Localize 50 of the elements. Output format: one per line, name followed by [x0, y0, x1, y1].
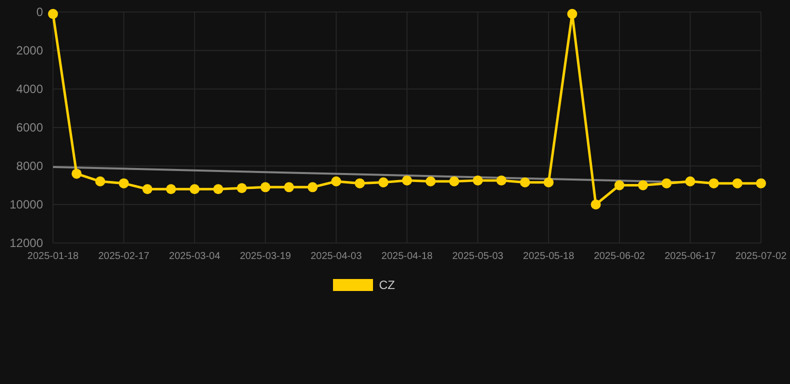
- point: [284, 182, 294, 192]
- x-tick-label: 2025-07-02: [735, 251, 788, 262]
- point: [142, 184, 152, 194]
- point: [685, 176, 696, 186]
- point: [756, 178, 766, 188]
- point: [331, 176, 342, 186]
- point: [544, 177, 554, 188]
- x-tick-label: 2025-05-03: [452, 251, 504, 262]
- x-tick-label: 2025-01-18: [27, 251, 80, 262]
- point: [638, 180, 648, 190]
- point: [567, 8, 578, 19]
- y-tick-label: 8000: [16, 159, 44, 174]
- point: [732, 178, 742, 188]
- x-tick-label: 2025-02-17: [98, 251, 150, 262]
- point: [354, 178, 365, 188]
- x-tick-label: 2025-06-02: [594, 251, 646, 262]
- point: [48, 8, 58, 19]
- x-tick-label: 2025-05-18: [523, 251, 575, 262]
- point: [402, 175, 412, 186]
- point: [166, 184, 176, 194]
- legend-label: CZ: [379, 278, 395, 292]
- x-tick-label: 2025-06-17: [664, 251, 716, 262]
- x-tick-label: 2025-04-03: [310, 251, 362, 262]
- point: [662, 178, 672, 188]
- point: [236, 183, 247, 194]
- y-tick-label: 0: [36, 5, 44, 20]
- y-tick-label: 4000: [16, 82, 44, 96]
- point: [496, 175, 506, 186]
- point: [260, 182, 270, 192]
- point: [378, 177, 388, 188]
- y-tick-label: 2000: [16, 44, 44, 58]
- point: [213, 184, 224, 194]
- point: [118, 178, 129, 188]
- point: [449, 176, 460, 186]
- y-tick-label: 12000: [10, 236, 44, 250]
- y-tick-label: 6000: [16, 120, 44, 135]
- point: [520, 177, 530, 188]
- x-tick-label: 2025-04-18: [381, 251, 434, 262]
- point: [72, 168, 82, 179]
- point: [472, 175, 483, 186]
- point: [308, 182, 318, 192]
- x-tick-label: 2025-03-04: [169, 251, 221, 262]
- point: [590, 200, 601, 210]
- point: [614, 180, 624, 190]
- point: [190, 184, 200, 194]
- x-tick-label: 2025-03-19: [240, 251, 292, 262]
- point: [708, 178, 719, 188]
- point: [95, 176, 106, 186]
- point: [426, 176, 436, 186]
- y-tick-label: 10000: [10, 198, 44, 212]
